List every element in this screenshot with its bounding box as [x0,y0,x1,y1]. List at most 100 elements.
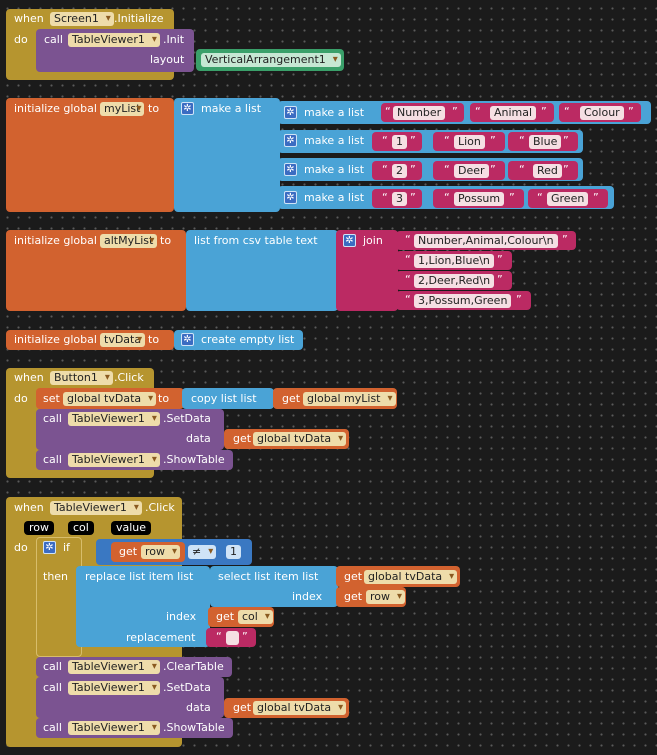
cleartable-method-label: .ClearTable [163,660,224,673]
string-red[interactable]: Red [533,164,562,178]
mutator-gear-icon[interactable]: ✲ [181,333,194,346]
mutator-gear-icon[interactable]: ✲ [343,234,356,247]
tableviewer1-dropdown[interactable]: TableViewer1 [68,681,160,695]
get-label: get [119,545,138,558]
then-label: then [43,570,69,583]
do-label: do [14,33,28,46]
set-var-dropdown[interactable]: global tvData [63,392,157,406]
tableviewer1-dropdown[interactable]: TableViewer1 [68,412,160,426]
get-tvdata-dropdown[interactable]: global tvData [364,570,458,584]
get-tvdata-dropdown[interactable]: global tvData [253,432,347,446]
get-label: get [344,590,363,603]
select-list-item-block[interactable] [210,566,338,607]
get-col-dropdown[interactable]: col [238,610,273,624]
replace-list-item-label: replace list item list [85,570,194,583]
make-list-label: make a list [304,106,365,119]
index-label: index [166,610,197,623]
get-label: get [344,570,363,583]
setdata-method-label: .SetData [163,412,211,425]
mutator-gear-icon[interactable]: ✲ [284,134,297,147]
call-label: call [44,33,63,46]
string-colour[interactable]: Colour [580,106,624,120]
call-label: call [43,660,62,673]
neq-operator-dropdown[interactable]: ≠ [188,545,217,559]
altmylist-name-field[interactable]: altMyList [100,234,158,248]
mutator-gear-icon[interactable]: ✲ [284,163,297,176]
string-2[interactable]: 2 [392,164,407,178]
mutator-gear-icon[interactable]: ✲ [181,102,194,115]
string-number[interactable]: Number [393,106,446,120]
when-label: when [14,371,44,384]
string-possum-row[interactable]: 3,Possum,Green [414,294,512,308]
tableviewer1-dropdown[interactable]: TableViewer1 [68,33,160,47]
init-global-label: initialize global [14,234,97,247]
do-label: do [14,541,28,554]
init-global-label: initialize global [14,102,97,115]
copy-list-block[interactable] [182,388,274,409]
select-list-item-label: select list item list [218,570,319,583]
get-label: get [282,392,301,405]
get-row-dropdown[interactable]: row [141,545,181,559]
button1-dropdown[interactable]: Button1 [50,371,113,385]
data-label: data [186,432,211,445]
string-empty[interactable] [226,631,239,645]
tvdata-name-field[interactable]: tvData [100,333,146,347]
screen1-dropdown[interactable]: Screen1 [50,12,114,26]
string-3[interactable]: 3 [392,192,407,206]
string-lion[interactable]: Lion [454,135,485,149]
mutator-gear-icon[interactable]: ✲ [284,191,297,204]
string-possum[interactable]: Possum [454,192,505,206]
init-global-label: initialize global [14,333,97,346]
string-deer-row[interactable]: 2,Deer,Red\n [414,274,495,288]
verticalarrangement1-dropdown[interactable]: VerticalArrangement1 [201,53,341,67]
do-label: do [14,392,28,405]
string-green[interactable]: Green [547,192,589,206]
get-label: get [233,701,252,714]
get-label: get [233,432,252,445]
copy-list-label: copy list list [191,392,257,405]
mutator-gear-icon[interactable]: ✲ [284,106,297,119]
call-label: call [43,721,62,734]
number-one[interactable]: 1 [226,545,241,559]
param-col[interactable]: col [68,521,94,535]
event-click-label: .Click [145,501,175,514]
mylist-name-field[interactable]: myList [100,102,145,116]
tableviewer1-dropdown[interactable]: TableViewer1 [68,453,160,467]
make-list-row1-block[interactable] [278,101,651,124]
replacement-label: replacement [126,631,196,644]
init-method-label: .Init [163,33,185,46]
get-row-dropdown[interactable]: row [366,590,406,604]
set-label: set [43,392,60,405]
make-list-row2-block[interactable] [278,130,583,153]
make-list-label: make a list [201,102,262,115]
replace-list-item-block[interactable] [76,566,210,647]
string-blue[interactable]: Blue [529,135,562,149]
string-animal[interactable]: Animal [490,106,537,120]
if-then-block[interactable] [36,537,82,657]
to-label: to [148,333,160,346]
param-value[interactable]: value [111,521,152,535]
tableviewer1-dropdown[interactable]: TableViewer1 [68,660,160,674]
string-header-row[interactable]: Number,Animal,Colour\n [414,234,558,248]
to-label: to [160,234,172,247]
event-initialize-label: .Initialize [114,12,164,25]
param-row[interactable]: row [24,521,55,535]
when-label: when [14,501,44,514]
get-tvdata-dropdown[interactable]: global tvData [253,701,347,715]
call-label: call [43,453,62,466]
string-lion-row[interactable]: 1,Lion,Blue\n [414,254,494,268]
get-mylist-dropdown[interactable]: global myList [303,392,396,406]
create-empty-list-block[interactable] [174,330,303,350]
index-label: index [292,590,323,603]
mutator-gear-icon[interactable]: ✲ [43,541,56,554]
make-list-outer-block[interactable] [174,98,280,212]
make-list-label: make a list [304,191,365,204]
string-deer[interactable]: Deer [454,164,489,178]
when-label: when [14,12,44,25]
init-global-mylist-block[interactable] [6,98,174,212]
list-from-csv-block[interactable] [186,230,338,311]
tableviewer1-dropdown[interactable]: TableViewer1 [68,721,160,735]
make-list-row3-block[interactable] [278,158,583,181]
tableviewer1-event-dropdown[interactable]: TableViewer1 [50,501,142,515]
string-1[interactable]: 1 [392,135,407,149]
